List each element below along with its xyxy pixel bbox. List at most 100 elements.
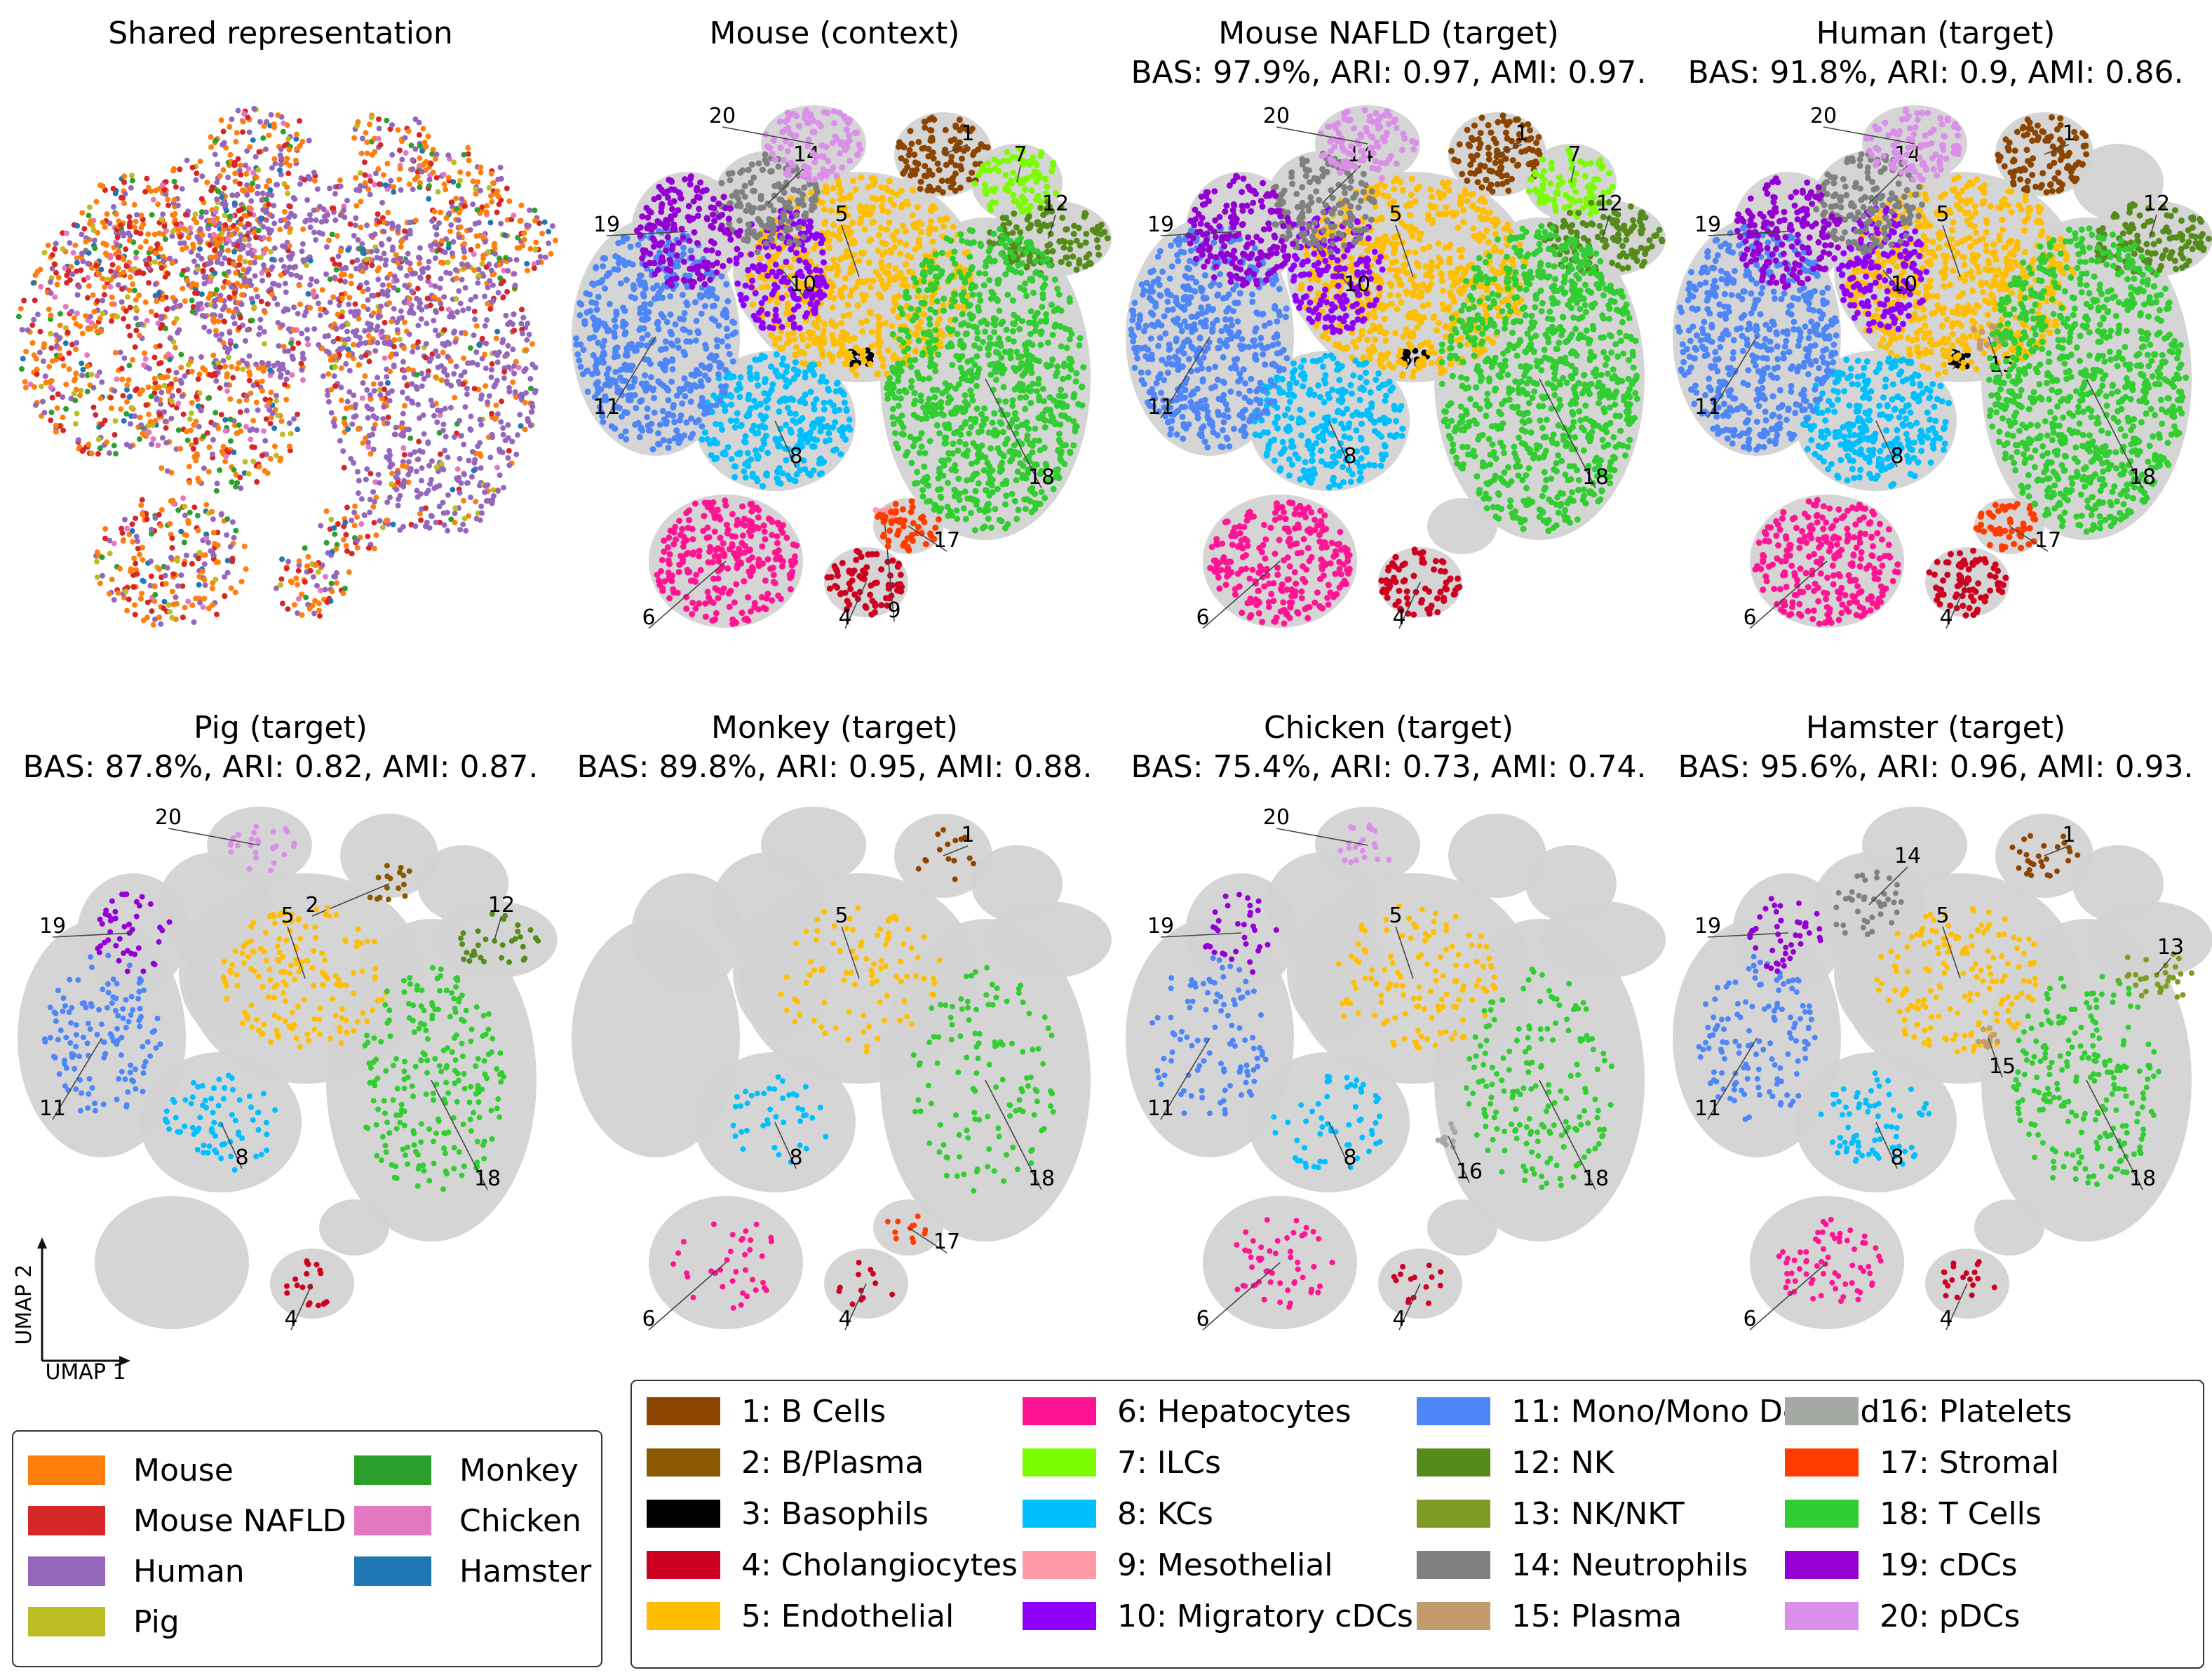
cluster-label: 11 xyxy=(1694,395,1721,419)
cluster-label: 17 xyxy=(933,1230,960,1254)
cluster-label: 6 xyxy=(642,605,655,630)
legend-swatch xyxy=(1417,1500,1490,1528)
cluster-label: 16 xyxy=(1456,1159,1483,1184)
cluster-label: 6 xyxy=(1743,605,1756,630)
cluster-label: 18 xyxy=(474,1166,501,1191)
shared-points xyxy=(16,106,558,628)
legend-swatch xyxy=(1785,1500,1859,1528)
panel-title: Chicken (target) xyxy=(1264,710,1513,746)
cluster-label: 20 xyxy=(1263,805,1290,830)
legend-label: 10: Migratory cDCs xyxy=(1117,1599,1413,1634)
cell-type-legend-item: 6: Hepatocytes xyxy=(1023,1394,1351,1430)
y-axis-label: UMAP 2 xyxy=(12,1264,36,1345)
background-cells xyxy=(1126,807,1666,1329)
cluster-label: 18 xyxy=(1028,465,1055,490)
cluster-label: 5 xyxy=(835,903,848,928)
cell-type-legend-item: 5: Endothelial xyxy=(647,1599,954,1634)
legend-label: 7: ILCs xyxy=(1117,1445,1221,1481)
cluster-label: 8 xyxy=(789,1145,802,1170)
legend-label: Mouse xyxy=(133,1453,234,1488)
cluster-label: 14 xyxy=(1894,844,1921,868)
cluster-label: 18 xyxy=(1028,1166,1055,1191)
panel-metrics: BAS: 97.9%, ARI: 0.97, AMI: 0.97. xyxy=(1131,55,1647,90)
cell-type-legend-item: 8: KCs xyxy=(1023,1496,1213,1532)
cluster-label: 8 xyxy=(1890,444,1903,469)
cluster-label: 17 xyxy=(2035,528,2061,553)
cluster-label: 5 xyxy=(835,202,848,227)
cluster-label: 4 xyxy=(838,1307,851,1331)
panel-mouse: Mouse (context)134567891011121417181920 xyxy=(572,15,1112,630)
cell-type-legend-item: 17: Stromal xyxy=(1785,1445,2059,1481)
legend-label: 12: NK xyxy=(1511,1445,1615,1481)
cluster-label: 1 xyxy=(2062,121,2075,146)
cell-type-legend-item: 9: Mesothelial xyxy=(1023,1547,1333,1583)
cell-type-legend-item: 1: B Cells xyxy=(647,1394,886,1430)
panel-title: Hamster (target) xyxy=(1806,710,2065,746)
legend-label: 14: Neutrophils xyxy=(1511,1547,1748,1583)
cluster-label: 7 xyxy=(1567,142,1581,167)
cell-type-legend-item: 20: pDCs xyxy=(1785,1599,2020,1634)
panel-metrics: BAS: 89.8%, ARI: 0.95, AMI: 0.88. xyxy=(577,749,1093,785)
cluster-label: 1 xyxy=(961,121,974,146)
legend-label: 15: Plasma xyxy=(1511,1599,1682,1634)
legend-swatch xyxy=(354,1556,431,1586)
legend-swatch xyxy=(1023,1602,1096,1630)
panel-title: Pig (target) xyxy=(194,710,367,746)
cell-type-legend-item: 2: B/Plasma xyxy=(647,1445,924,1481)
cluster-label: 4 xyxy=(838,605,851,630)
panel-chicken: Chicken (target)BAS: 75.4%, ARI: 0.73, A… xyxy=(1126,710,1666,1331)
legend-swatch xyxy=(28,1455,105,1485)
legend-label: 19: cDCs xyxy=(1880,1547,2018,1583)
cluster-label: 11 xyxy=(1147,395,1174,419)
panel-human: Human (target)BAS: 91.8%, ARI: 0.9, AMI:… xyxy=(1673,15,2212,630)
cluster-label: 18 xyxy=(2129,1166,2156,1191)
cell-type-legend-item: 3: Basophils xyxy=(647,1496,929,1532)
legend-swatch xyxy=(1417,1397,1490,1425)
panel-title: Shared representation xyxy=(108,15,453,51)
cluster-label: 19 xyxy=(1694,213,1721,237)
cluster-label: 5 xyxy=(1936,202,1949,227)
cluster-label: 20 xyxy=(1810,104,1837,128)
panel-pig: Pig (target)BAS: 87.8%, ARI: 0.82, AMI: … xyxy=(18,710,558,1331)
panel-title: Monkey (target) xyxy=(711,710,958,746)
cluster-label: 1 xyxy=(961,823,974,847)
legend-swatch xyxy=(354,1506,431,1535)
legend-label: Hamster xyxy=(459,1554,592,1589)
cluster-label: 18 xyxy=(2129,465,2156,490)
cluster-label: 10 xyxy=(790,272,816,297)
cell-type-legend-item: 13: NK/NKT xyxy=(1417,1496,1685,1532)
cluster-label: 4 xyxy=(1939,1307,1953,1331)
cluster-label: 1 xyxy=(2062,823,2075,847)
cluster-label: 12 xyxy=(2143,191,2170,216)
legend-swatch xyxy=(28,1556,105,1586)
cluster-label: 4 xyxy=(1392,605,1405,630)
cluster-label: 5 xyxy=(1389,202,1402,227)
panel-metrics: BAS: 75.4%, ARI: 0.73, AMI: 0.74. xyxy=(1131,749,1647,785)
cell-type-legend-item: 10: Migratory cDCs xyxy=(1023,1599,1413,1634)
cell-type-legend-item: 16: Platelets xyxy=(1785,1394,2072,1430)
panel-hamster: Hamster (target)BAS: 95.6%, ARI: 0.96, A… xyxy=(1673,710,2212,1331)
cluster-label: 8 xyxy=(1343,444,1356,469)
legend-label: 6: Hepatocytes xyxy=(1117,1394,1351,1430)
legend-swatch xyxy=(1417,1551,1490,1579)
x-axis-label: UMAP 1 xyxy=(45,1360,126,1385)
cluster-label: 10 xyxy=(1344,272,1370,297)
legend-swatch xyxy=(1417,1602,1490,1630)
legend-label: 4: Cholangiocytes xyxy=(741,1547,1018,1583)
cell-type-legend-item: 14: Neutrophils xyxy=(1417,1547,1748,1583)
cluster-label: 4 xyxy=(1392,1307,1405,1331)
panel-metrics: BAS: 87.8%, ARI: 0.82, AMI: 0.87. xyxy=(23,749,539,785)
legend-label: 16: Platelets xyxy=(1880,1394,2072,1430)
cluster-label: 13 xyxy=(2157,935,2184,960)
cluster-label: 20 xyxy=(709,104,736,128)
legend-swatch xyxy=(1023,1500,1096,1528)
cluster-label: 6 xyxy=(1196,605,1209,630)
cluster-label: 6 xyxy=(1196,1307,1209,1331)
cluster-label: 19 xyxy=(1694,914,1721,939)
